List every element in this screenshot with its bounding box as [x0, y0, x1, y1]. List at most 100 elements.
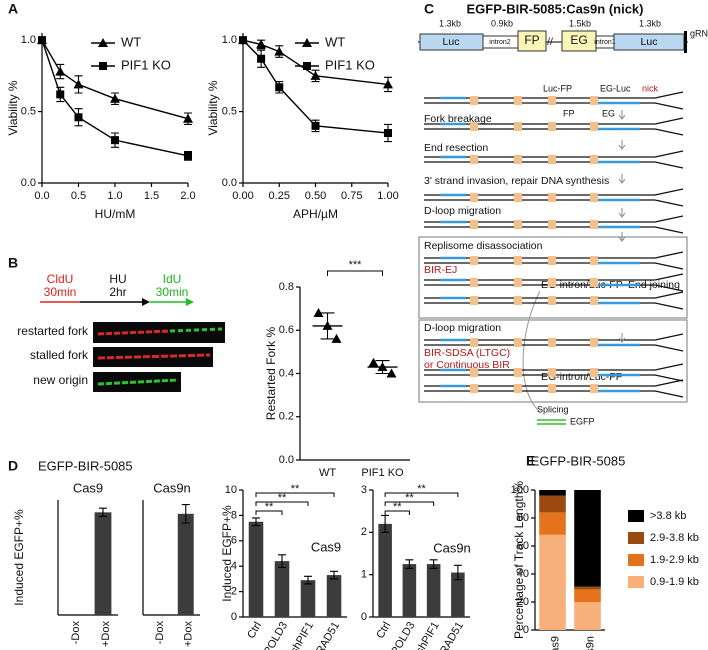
error-bar — [278, 554, 286, 569]
significance-label: *** — [349, 259, 363, 271]
x-tick-label: +Dox — [183, 621, 195, 647]
y-tick-label: 60 — [517, 540, 529, 552]
homology-block — [514, 278, 522, 287]
y-tick-label: 0 — [523, 624, 529, 636]
y-tick-label: 1 — [361, 569, 367, 581]
y-tick-label: 1.0 — [222, 34, 237, 46]
image-label: stalled fork — [30, 348, 89, 362]
homology-block — [548, 96, 556, 105]
homology-block — [470, 296, 478, 305]
splicing-label: Splicing — [537, 404, 569, 414]
y-tick-label: 0.4 — [279, 367, 294, 379]
homology-block — [590, 368, 598, 377]
marker — [184, 151, 192, 160]
fork — [654, 188, 684, 207]
bar-segment — [539, 512, 566, 535]
step-label: 3' strand invasion, repair DNA synthesis — [424, 175, 609, 187]
bar-segment — [574, 602, 601, 630]
significance-bracket — [384, 510, 410, 515]
legend-label: PIF1 KO — [121, 57, 171, 72]
homology-block — [514, 368, 522, 377]
y-tick-label: 0 — [361, 611, 367, 623]
step-arrow — [618, 232, 626, 242]
error-bar — [99, 507, 107, 517]
outcome-box — [418, 236, 688, 319]
outcome-label: BIR-SDSA (LTGC) — [424, 347, 510, 359]
homology-block — [514, 193, 522, 202]
homology-block — [514, 155, 522, 164]
y-tick-label: 0.5 — [21, 105, 36, 117]
y-tick-label: 0.2 — [279, 411, 294, 423]
step-label: Replisome disassociation — [424, 240, 543, 252]
bar-segment — [539, 495, 566, 513]
bar — [451, 572, 465, 617]
homology-block — [590, 296, 598, 305]
error-bar — [330, 570, 338, 580]
homology-block — [470, 368, 478, 377]
x-tick-label: 0.25 — [269, 190, 290, 202]
marker — [275, 83, 284, 92]
x-tick-label: -Dox — [70, 621, 82, 645]
homology-block — [590, 338, 598, 347]
marker — [331, 333, 342, 343]
homology-block — [548, 278, 556, 287]
step-arrow — [618, 174, 626, 184]
panel-label: A — [8, 1, 18, 17]
bar-segment — [574, 589, 601, 602]
segment-label: intron1 — [594, 39, 616, 46]
homology-block — [548, 368, 556, 377]
segment — [517, 30, 547, 52]
junction-label: Luc-FP — [543, 83, 572, 93]
homology-block — [548, 155, 556, 164]
panel-label: B — [8, 255, 18, 271]
x-tick-label: 1.0 — [107, 190, 122, 202]
homology-block — [548, 256, 556, 265]
y-tick-label: 8 — [231, 509, 237, 521]
homology-block — [590, 96, 598, 105]
homology-block — [470, 193, 478, 202]
outcome-box — [418, 319, 688, 403]
fiber-image — [93, 372, 181, 392]
marker — [274, 46, 285, 56]
fork — [654, 291, 684, 310]
error-bar — [429, 559, 438, 569]
chart-title: Cas9n — [433, 540, 471, 555]
homology-block — [590, 256, 598, 265]
homology-block — [590, 278, 598, 287]
legend-swatch — [628, 576, 644, 588]
homology-block — [470, 338, 478, 347]
error-bar — [304, 575, 312, 585]
y-tick-label: 80 — [517, 512, 529, 524]
break-mark: // — [547, 36, 553, 48]
fork — [654, 363, 684, 382]
y-tick-label: 1.0 — [21, 34, 36, 46]
x-tick-label: -Dox — [154, 621, 166, 645]
bar — [274, 561, 290, 617]
x-tick-label: WT — [319, 467, 336, 479]
legend-label: 1.9-2.9 kb — [650, 554, 699, 566]
homology-block — [470, 278, 478, 287]
splice-connector — [522, 290, 541, 413]
homology-block — [470, 220, 478, 229]
marker — [111, 136, 119, 145]
step-label: End resection — [424, 142, 488, 154]
step-arrow — [618, 333, 626, 343]
y-tick-label: 10 — [225, 484, 237, 496]
y-axis-label: Induced EGFP+% — [220, 505, 234, 602]
fragment-label: EG — [602, 108, 615, 118]
panel-label: C — [424, 1, 434, 17]
y-axis-label: Induced EGFP+% — [12, 509, 26, 606]
y-tick-label: 100 — [511, 484, 529, 496]
series-line — [242, 39, 389, 134]
homology-block — [514, 338, 522, 347]
legend-swatch — [628, 554, 644, 566]
x-tick-label: Cas9 — [549, 636, 561, 650]
marker — [55, 66, 66, 76]
legend-label: >3.8 kb — [650, 510, 686, 522]
segment-label: FP — [524, 33, 539, 47]
marker — [302, 38, 312, 47]
step-arrow — [618, 208, 626, 218]
y-axis-label: Viability % — [206, 80, 220, 135]
legend-label: 2.9-3.8 kb — [650, 532, 699, 544]
homology-block — [470, 256, 478, 265]
